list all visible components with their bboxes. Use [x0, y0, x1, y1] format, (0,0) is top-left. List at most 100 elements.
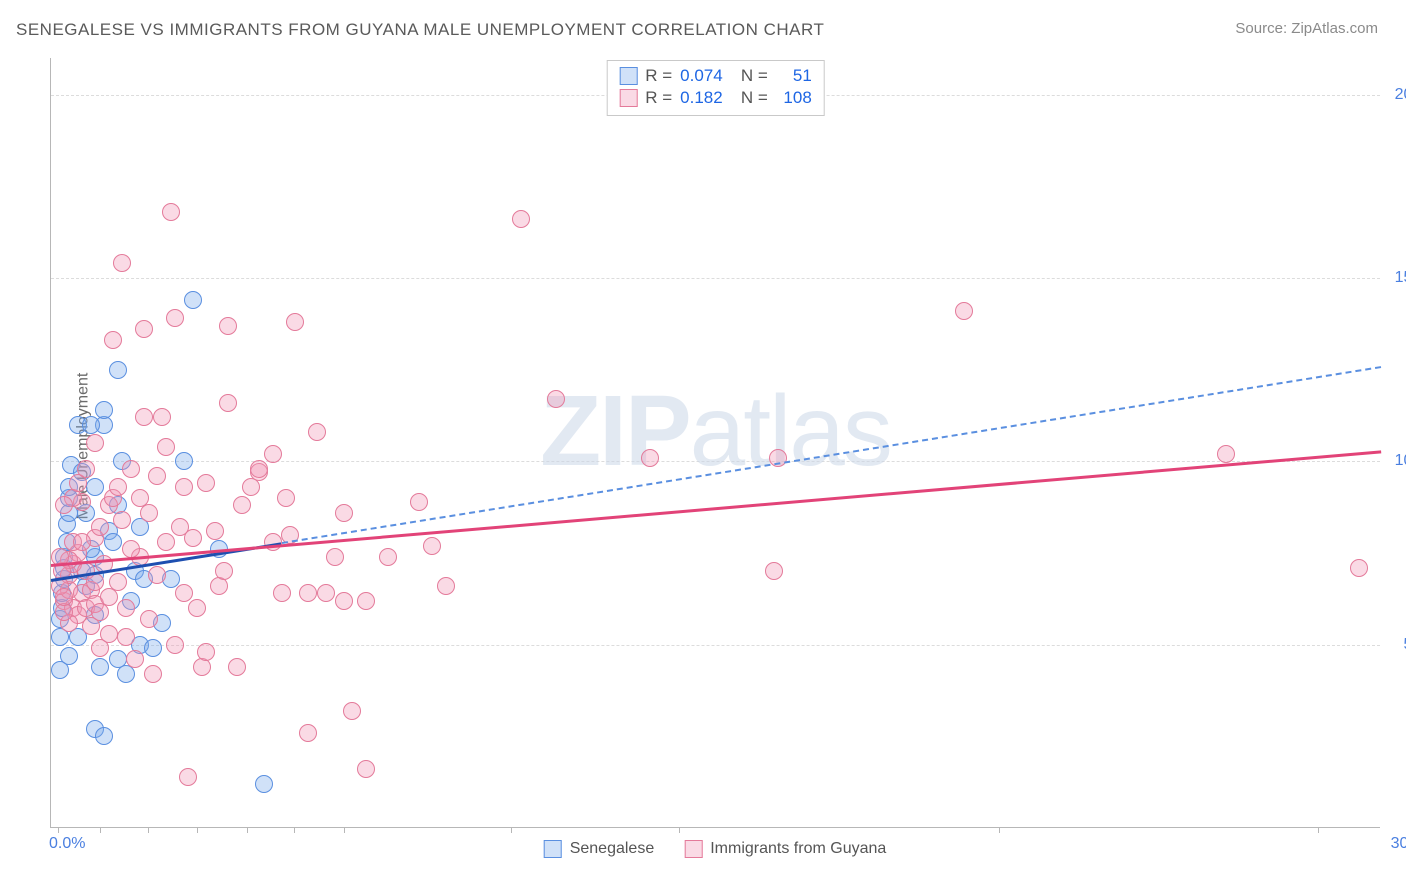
x-tick [58, 827, 59, 833]
scatter-point-guyana [166, 309, 184, 327]
gridline-h [51, 645, 1380, 646]
scatter-point-guyana [100, 625, 118, 643]
swatch-senegalese-icon [619, 67, 637, 85]
scatter-point-guyana [166, 636, 184, 654]
stat-n-label: N = [736, 65, 768, 87]
source-label: Source: [1235, 20, 1287, 37]
swatch-guyana-icon [684, 840, 702, 858]
scatter-point-guyana [144, 665, 162, 683]
scatter-point-guyana [86, 434, 104, 452]
x-tick [294, 827, 295, 833]
scatter-point-guyana [273, 584, 291, 602]
scatter-point-guyana [233, 496, 251, 514]
stat-r-value: 0.074 [680, 65, 728, 87]
page-root: SENEGALESE VS IMMIGRANTS FROM GUYANA MAL… [0, 0, 1406, 892]
scatter-point-guyana [286, 313, 304, 331]
scatter-point-senegalese [144, 639, 162, 657]
x-tick [1318, 827, 1319, 833]
scatter-point-guyana [299, 584, 317, 602]
scatter-point-guyana [547, 390, 565, 408]
scatter-point-guyana [277, 489, 295, 507]
legend-bottom: Senegalese Immigrants from Guyana [544, 840, 887, 858]
scatter-point-guyana [206, 522, 224, 540]
chart-title: SENEGALESE VS IMMIGRANTS FROM GUYANA MAL… [16, 20, 824, 40]
watermark-bold: ZIP [540, 375, 690, 487]
y-tick-label: 20.0% [1384, 86, 1406, 104]
scatter-point-guyana [109, 573, 127, 591]
source-value: ZipAtlas.com [1291, 20, 1378, 37]
scatter-point-guyana [641, 449, 659, 467]
stats-row-guyana: R =0.182 N =108 [619, 87, 812, 109]
scatter-point-guyana [512, 210, 530, 228]
scatter-point-guyana [219, 394, 237, 412]
scatter-point-senegalese [95, 401, 113, 419]
watermark-rest: atlas [690, 375, 891, 487]
scatter-point-guyana [117, 599, 135, 617]
scatter-point-guyana [122, 460, 140, 478]
scatter-point-guyana [343, 702, 361, 720]
scatter-point-guyana [162, 203, 180, 221]
stat-r-label: R = [645, 65, 672, 87]
scatter-point-guyana [1217, 445, 1235, 463]
scatter-point-guyana [188, 599, 206, 617]
x-tick [100, 827, 101, 833]
scatter-point-guyana [410, 493, 428, 511]
scatter-point-senegalese [95, 727, 113, 745]
x-tick [679, 827, 680, 833]
scatter-point-guyana [140, 610, 158, 628]
scatter-point-guyana [423, 537, 441, 555]
legend-label: Immigrants from Guyana [710, 840, 886, 858]
x-axis-min-label: 0.0% [49, 835, 85, 853]
scatter-point-guyana [357, 592, 375, 610]
scatter-point-guyana [148, 467, 166, 485]
scatter-point-guyana [86, 573, 104, 591]
x-tick [247, 827, 248, 833]
scatter-point-guyana [126, 650, 144, 668]
scatter-point-senegalese [91, 658, 109, 676]
scatter-point-guyana [135, 408, 153, 426]
scatter-point-guyana [379, 548, 397, 566]
gridline-h [51, 461, 1380, 462]
scatter-point-guyana [113, 254, 131, 272]
scatter-point-guyana [179, 768, 197, 786]
stat-n-value: 51 [776, 65, 812, 87]
plot-area: ZIPatlas R = 0.074 N = 51R =0.182 N =108 0… [50, 58, 1380, 828]
scatter-point-senegalese [86, 478, 104, 496]
scatter-point-guyana [157, 533, 175, 551]
stat-n-value: 108 [776, 87, 812, 109]
scatter-point-senegalese [104, 533, 122, 551]
x-tick [197, 827, 198, 833]
scatter-point-guyana [157, 438, 175, 456]
scatter-point-senegalese [175, 452, 193, 470]
scatter-point-guyana [153, 408, 171, 426]
x-tick [511, 827, 512, 833]
scatter-point-guyana [317, 584, 335, 602]
source-line: Source: ZipAtlas.com [1235, 20, 1378, 37]
legend-item-senegalese: Senegalese [544, 840, 655, 858]
legend-label: Senegalese [570, 840, 655, 858]
scatter-point-senegalese [184, 291, 202, 309]
scatter-point-guyana [264, 445, 282, 463]
scatter-point-guyana [104, 331, 122, 349]
x-tick [999, 827, 1000, 833]
scatter-point-guyana [171, 518, 189, 536]
scatter-point-guyana [955, 302, 973, 320]
scatter-point-guyana [219, 317, 237, 335]
scatter-point-guyana [335, 592, 353, 610]
y-tick-label: 5.0% [1384, 636, 1406, 654]
y-tick-label: 10.0% [1384, 452, 1406, 470]
scatter-point-guyana [308, 423, 326, 441]
scatter-point-guyana [299, 724, 317, 742]
scatter-point-guyana [215, 562, 233, 580]
x-tick [148, 827, 149, 833]
scatter-point-guyana [91, 518, 109, 536]
scatter-point-guyana [197, 643, 215, 661]
scatter-point-guyana [77, 460, 95, 478]
scatter-point-guyana [109, 478, 127, 496]
scatter-point-guyana [250, 460, 268, 478]
swatch-guyana-icon [619, 89, 637, 107]
swatch-senegalese-icon [544, 840, 562, 858]
correlation-stats-box: R = 0.074 N = 51R =0.182 N =108 [606, 60, 825, 116]
scatter-point-guyana [228, 658, 246, 676]
stat-r-value: 0.182 [680, 87, 728, 109]
